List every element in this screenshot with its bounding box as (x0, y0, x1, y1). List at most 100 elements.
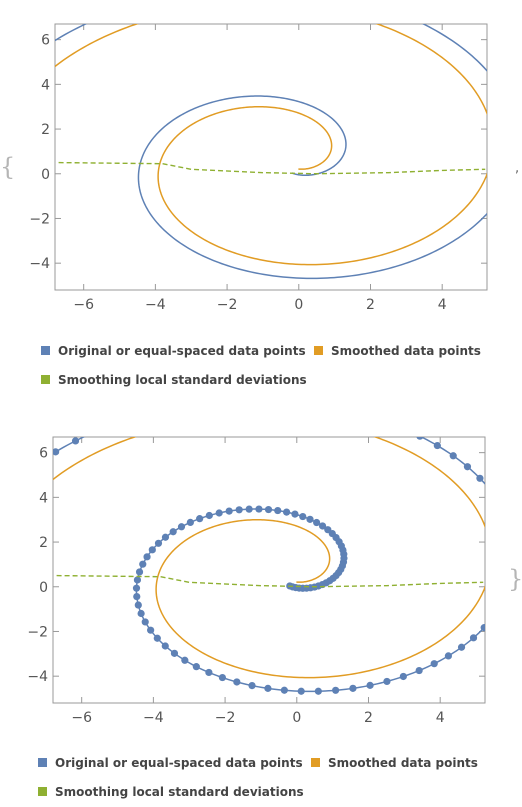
data-point (132, 584, 141, 592)
data-point (512, 552, 519, 559)
legend-swatch-smoothed (311, 758, 320, 767)
data-point (469, 634, 478, 642)
data-point (235, 506, 243, 514)
data-point (282, 508, 291, 516)
plot-area (2, 398, 519, 695)
data-point (264, 505, 273, 514)
data-point (139, 412, 146, 419)
data-point (53, 448, 60, 456)
data-point (187, 402, 194, 409)
data-point (137, 609, 145, 618)
x-tick-label: −2 (217, 297, 238, 313)
data-point (297, 687, 305, 695)
legend-label-smoothed: Smoothed data points (331, 344, 481, 358)
x-tick-label: 4 (438, 297, 447, 313)
x-tick-label: 4 (436, 710, 445, 726)
series-line-1 (55, 24, 487, 266)
legend-label-stdev: Smoothing local standard deviations (58, 373, 307, 387)
legend-swatch-original (38, 758, 47, 767)
data-point (299, 512, 307, 521)
data-point (508, 525, 515, 532)
series-line-0 (55, 24, 487, 280)
legend-swatch-smoothed (314, 346, 323, 355)
data-point (161, 642, 169, 650)
data-point (192, 663, 200, 671)
data-point (332, 686, 340, 694)
plot-frame (52, 436, 486, 704)
data-point (449, 452, 457, 460)
data-point (215, 509, 223, 517)
y-tick-label: 2 (41, 122, 50, 138)
data-point (255, 505, 263, 513)
data-point (170, 649, 179, 657)
legend-label-smoothed: Smoothed data points (328, 756, 478, 770)
data-point (349, 684, 357, 692)
legend-label-original: Original or equal-spaced data points (58, 344, 306, 358)
y-tick-label: 4 (41, 77, 50, 93)
y-tick-label: 0 (41, 167, 50, 183)
data-point (139, 560, 147, 568)
data-point (154, 539, 163, 547)
data-point (480, 624, 485, 632)
chart-bottom: −6 −4 −2 0 2 4 −4 −2 0 2 4 6 (2, 398, 519, 726)
data-point (377, 417, 384, 424)
data-point (148, 546, 156, 554)
data-point (205, 511, 213, 520)
series-line-2 (58, 161, 486, 175)
data-point (366, 681, 374, 689)
x-tick-label: 0 (292, 710, 301, 726)
data-point (496, 499, 503, 506)
plot-frame (54, 23, 488, 291)
data-point (415, 666, 423, 675)
data-point (503, 512, 510, 519)
data-point (463, 463, 472, 471)
data-point (291, 510, 299, 518)
data-point (313, 518, 321, 527)
data-point (356, 410, 363, 417)
data-point (262, 398, 269, 405)
data-point (280, 686, 288, 694)
data-point (286, 399, 293, 406)
x-tick-label: −6 (71, 710, 92, 726)
data-point (314, 687, 322, 695)
data-point (218, 673, 227, 682)
x-tick-label: −2 (215, 710, 236, 726)
list-separator: , (515, 161, 519, 176)
data-point (310, 401, 317, 408)
data-point (333, 405, 340, 412)
data-point (245, 505, 253, 513)
data-point (476, 474, 484, 482)
x-tick-label: −4 (143, 710, 164, 726)
data-point (133, 576, 142, 584)
legend-swatch-original (41, 346, 50, 355)
y-tick-label: −2 (29, 211, 50, 227)
x-tick-label: −6 (73, 297, 94, 313)
data-point (115, 419, 122, 426)
data-point (196, 515, 204, 523)
y-tick-label: −4 (27, 669, 48, 685)
legend-bottom: Original or equal-spaced data points Smo… (38, 756, 478, 799)
data-point (186, 518, 194, 527)
data-point (399, 672, 407, 681)
data-point (153, 634, 161, 642)
data-point (169, 528, 177, 536)
data-point (161, 533, 170, 541)
data-point (233, 678, 241, 686)
data-point (143, 553, 151, 561)
data-point (135, 568, 144, 576)
data-point (490, 613, 497, 620)
data-point (17, 474, 24, 481)
data-point (2, 488, 9, 495)
x-tick-label: 2 (364, 710, 373, 726)
x-tick-label: −4 (145, 297, 166, 313)
chart-top: −6 −4 −2 0 2 4 −4 −2 0 2 4 6 (29, 23, 488, 313)
data-point (163, 406, 170, 413)
data-point (324, 526, 332, 534)
series-line-2 (56, 574, 484, 588)
plot-area (55, 24, 487, 280)
data-point (205, 668, 213, 677)
open-brace: { (0, 153, 15, 181)
data-point (147, 626, 155, 634)
y-tick-label: −4 (29, 256, 50, 272)
y-tick-label: 2 (39, 535, 48, 551)
